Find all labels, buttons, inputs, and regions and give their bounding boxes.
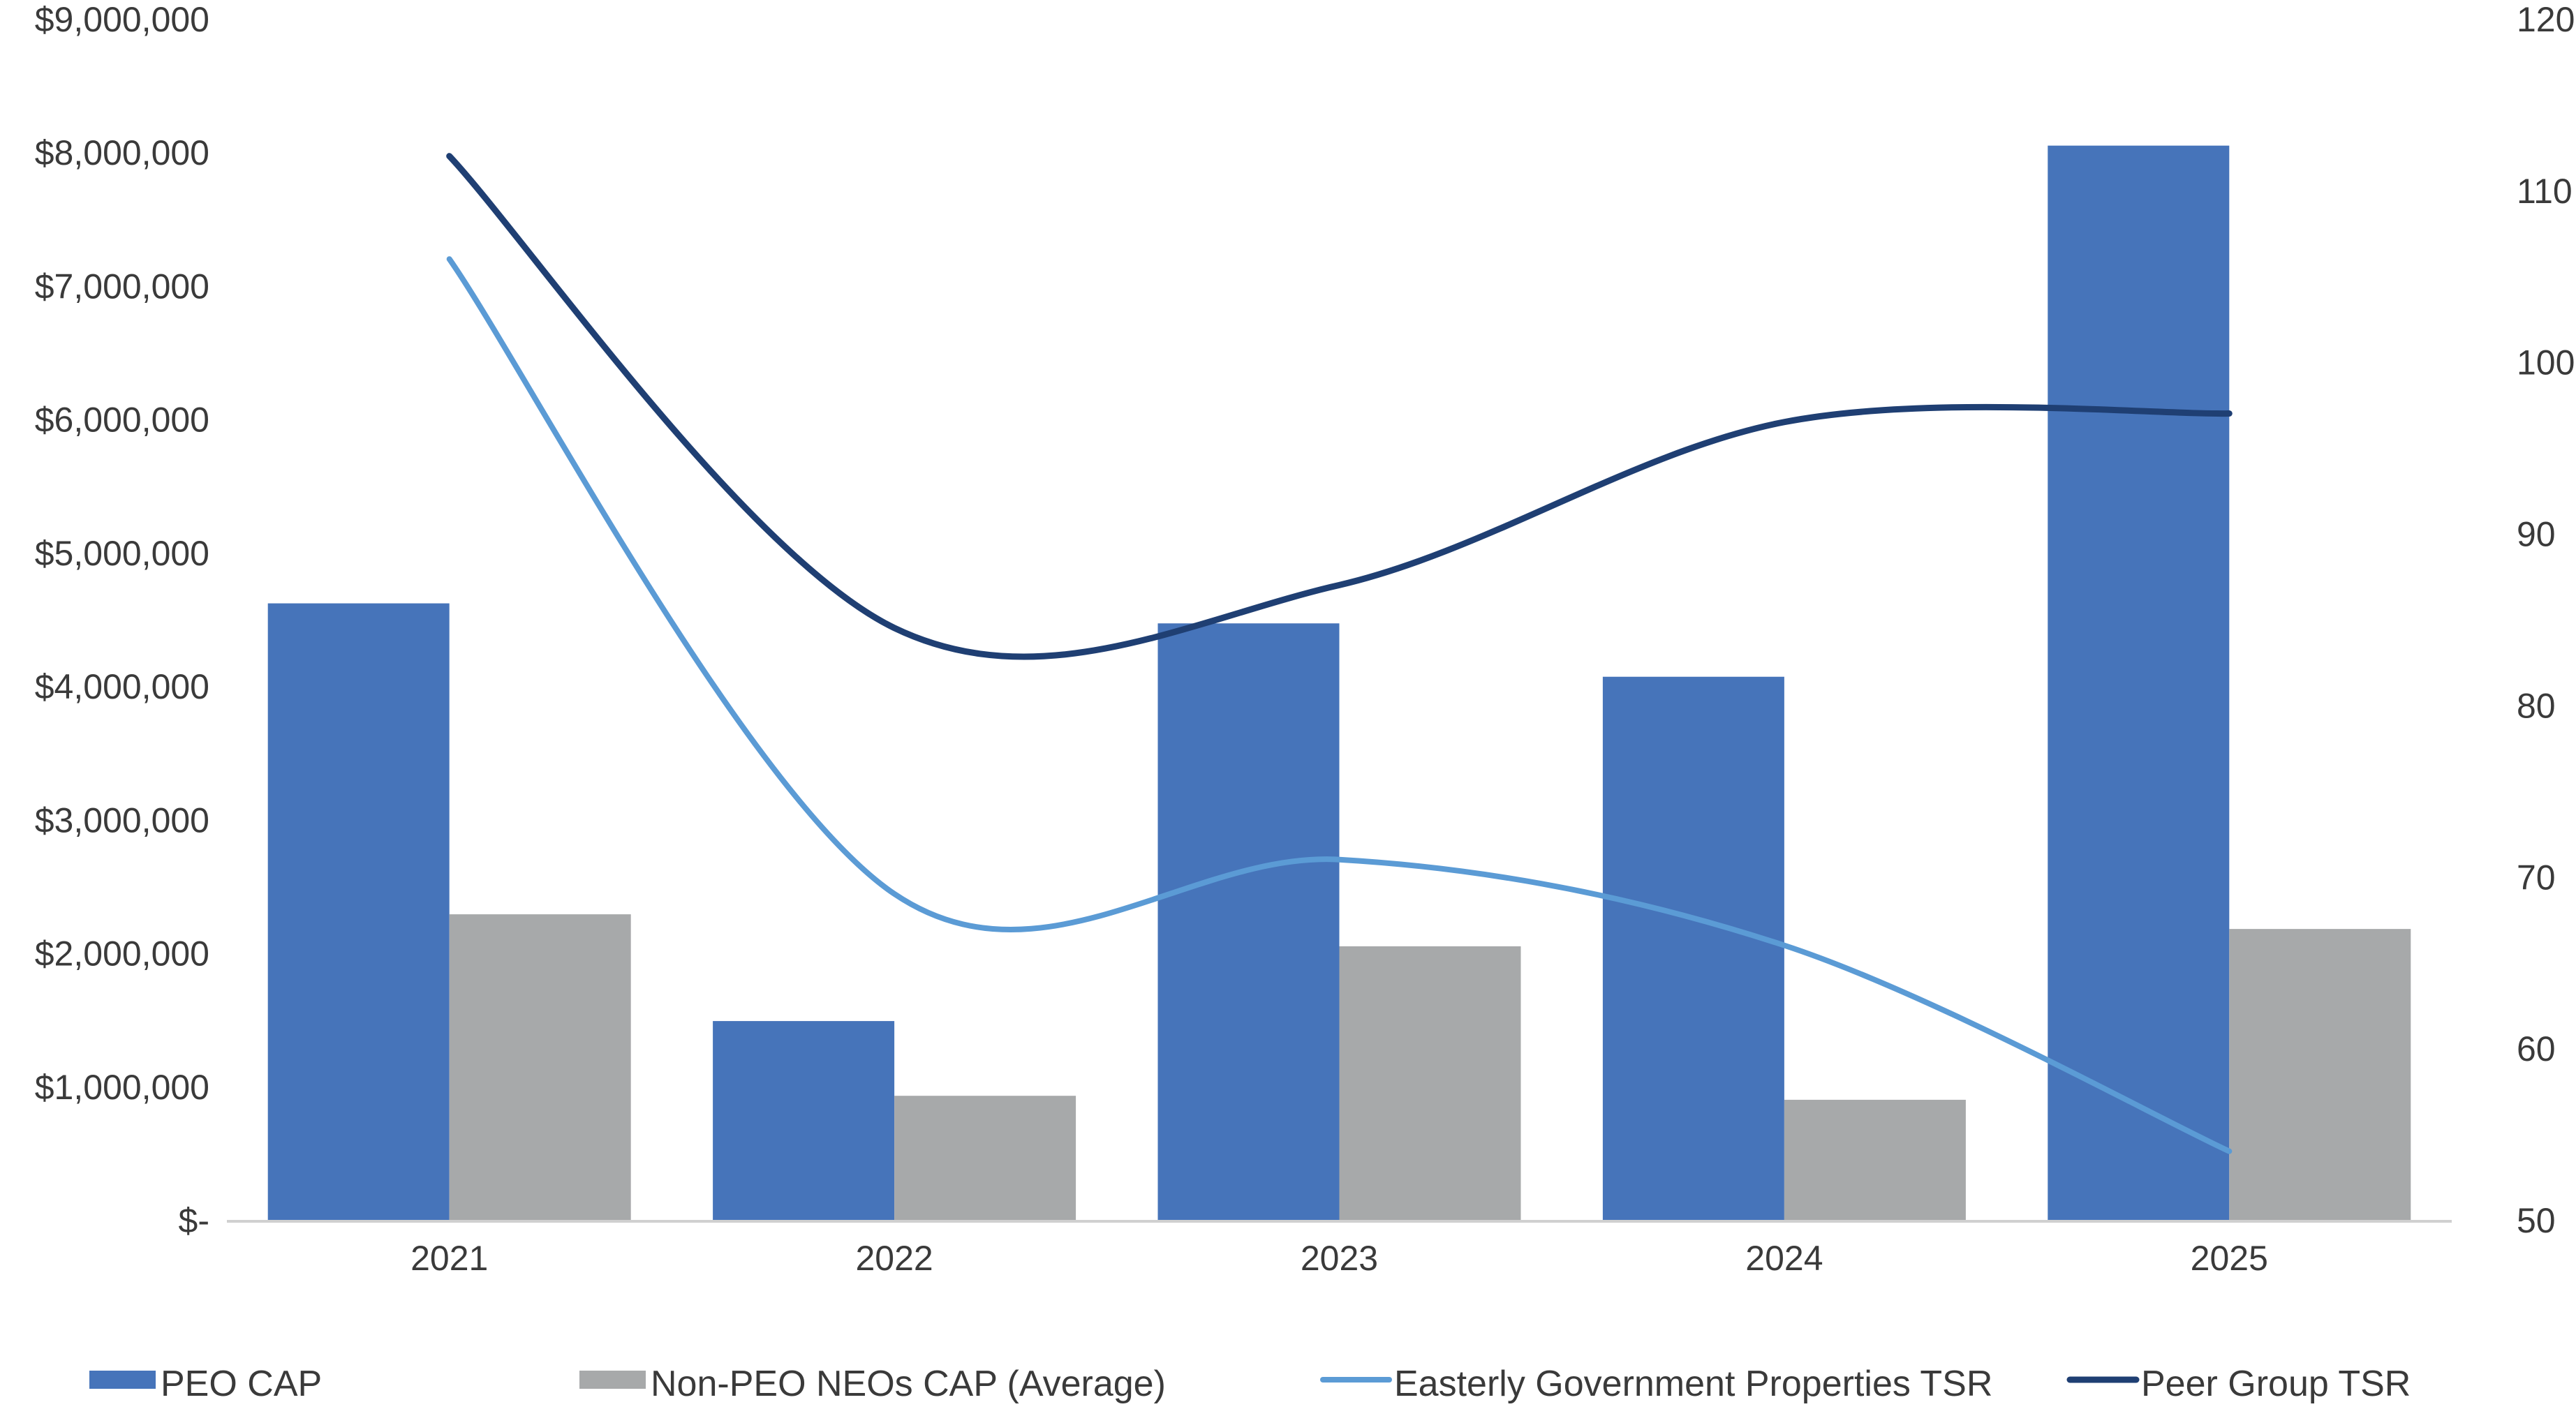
x-tick-label-0: 2021	[410, 1239, 488, 1278]
legend-label-3: Peer Group TSR	[2141, 1364, 2411, 1404]
right-tick-label-2: 70	[2517, 858, 2556, 897]
bar-1-1	[894, 1096, 1076, 1220]
legend-label-1: Non-PEO NEOs CAP (Average)	[651, 1364, 1166, 1404]
x-tick-label-1: 2022	[855, 1239, 933, 1278]
right-tick-label-3: 80	[2517, 686, 2556, 725]
left-tick-label-9: $9,000,000	[35, 0, 209, 39]
legend-swatch-0	[89, 1371, 156, 1389]
right-tick-label-1: 60	[2517, 1029, 2556, 1068]
left-tick-label-8: $8,000,000	[35, 133, 209, 172]
x-tick-label-2: 2023	[1301, 1239, 1378, 1278]
right-axis-ticks: 50 60 70 80 90 100 110 120	[2517, 0, 2575, 1240]
bar-0-3	[1602, 676, 1784, 1220]
left-axis-ticks: $- $1,000,000 $2,000,000 $3,000,000 $4,000,0…	[35, 0, 209, 1240]
bar-0-1	[713, 1021, 895, 1220]
right-tick-label-7: 120	[2517, 0, 2575, 39]
bar-1-2	[1339, 946, 1521, 1220]
bar-1-3	[1784, 1099, 1966, 1220]
x-axis-ticks: 2021 2022 2023 2024 2025	[410, 1239, 2268, 1278]
x-tick-label-3: 2024	[1745, 1239, 1823, 1278]
x-tick-label-4: 2025	[2191, 1239, 2268, 1278]
left-tick-label-5: $5,000,000	[35, 534, 209, 573]
bar-0-0	[267, 603, 450, 1220]
bar-0-4	[2048, 145, 2230, 1220]
left-tick-label-6: $6,000,000	[35, 401, 209, 440]
bar-0-2	[1157, 623, 1340, 1220]
left-tick-label-1: $1,000,000	[35, 1068, 209, 1107]
bar-1-4	[2229, 929, 2411, 1220]
line-series-2	[446, 256, 2233, 1154]
left-tick-label-2: $2,000,000	[35, 934, 209, 974]
right-tick-label-4: 90	[2517, 515, 2556, 554]
left-tick-label-4: $4,000,000	[35, 667, 209, 706]
bar-1-0	[449, 914, 631, 1220]
right-tick-label-6: 110	[2517, 172, 2573, 211]
right-tick-label-0: 50	[2517, 1201, 2556, 1240]
left-tick-label-3: $3,000,000	[35, 800, 209, 840]
legend: PEO CAP Non-PEO NEOs CAP (Average) Easterl…	[89, 1364, 2411, 1404]
line-series-3	[446, 153, 2233, 660]
legend-label-2: Easterly Government Properties TSR	[1394, 1364, 1992, 1404]
legend-swatch-1	[579, 1371, 646, 1389]
legend-label-0: PEO CAP	[161, 1364, 322, 1404]
right-tick-label-5: 100	[2517, 343, 2575, 382]
left-tick-label-0: $-	[179, 1201, 209, 1240]
bars	[267, 145, 2411, 1220]
lines	[446, 153, 2233, 1154]
left-tick-label-7: $7,000,000	[35, 267, 209, 306]
